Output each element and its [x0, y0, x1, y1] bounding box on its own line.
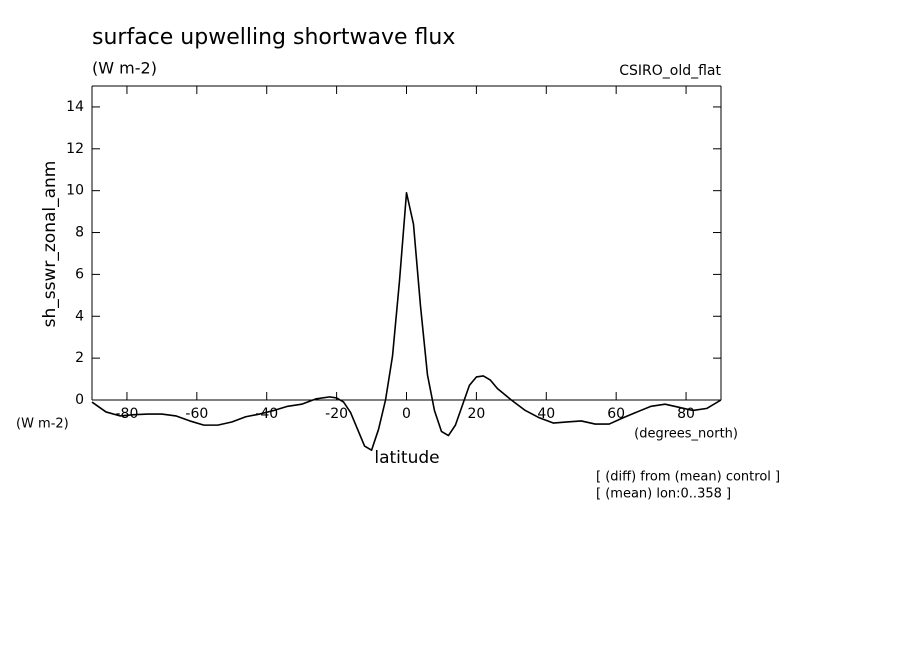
x-tick-label: -20	[325, 406, 348, 422]
x-units: (degrees_north)	[634, 427, 738, 442]
y-tick-label: 0	[75, 392, 84, 408]
subtitle: (W m-2)	[92, 59, 157, 78]
y-units: (W m-2)	[16, 417, 69, 432]
x-tick-label: 0	[402, 406, 411, 422]
x-tick-label: -60	[185, 406, 208, 422]
y-tick-label: 8	[75, 225, 84, 241]
y-tick-label: 2	[75, 350, 84, 366]
model-label: CSIRO_old_flat	[619, 63, 721, 79]
chart-title: surface upwelling shortwave flux	[92, 25, 455, 50]
y-tick-label: 4	[75, 308, 84, 324]
y-tick-label: 14	[66, 99, 84, 115]
x-tick-label: -80	[116, 406, 139, 422]
x-tick-label: 60	[607, 406, 625, 422]
note: [ (mean) lon:0..358 ]	[596, 487, 731, 502]
y-tick-label: 10	[66, 183, 84, 199]
y-tick-label: 12	[66, 141, 84, 157]
note: [ (diff) from (mean) control ]	[596, 470, 780, 485]
y-tick-label: 6	[75, 266, 84, 282]
x-axis-label: latitude	[374, 448, 439, 468]
y-axis-label: sh_sswr_zonal_anm	[40, 161, 60, 328]
data-line	[91, 191, 722, 452]
x-tick-label: 20	[467, 406, 485, 422]
